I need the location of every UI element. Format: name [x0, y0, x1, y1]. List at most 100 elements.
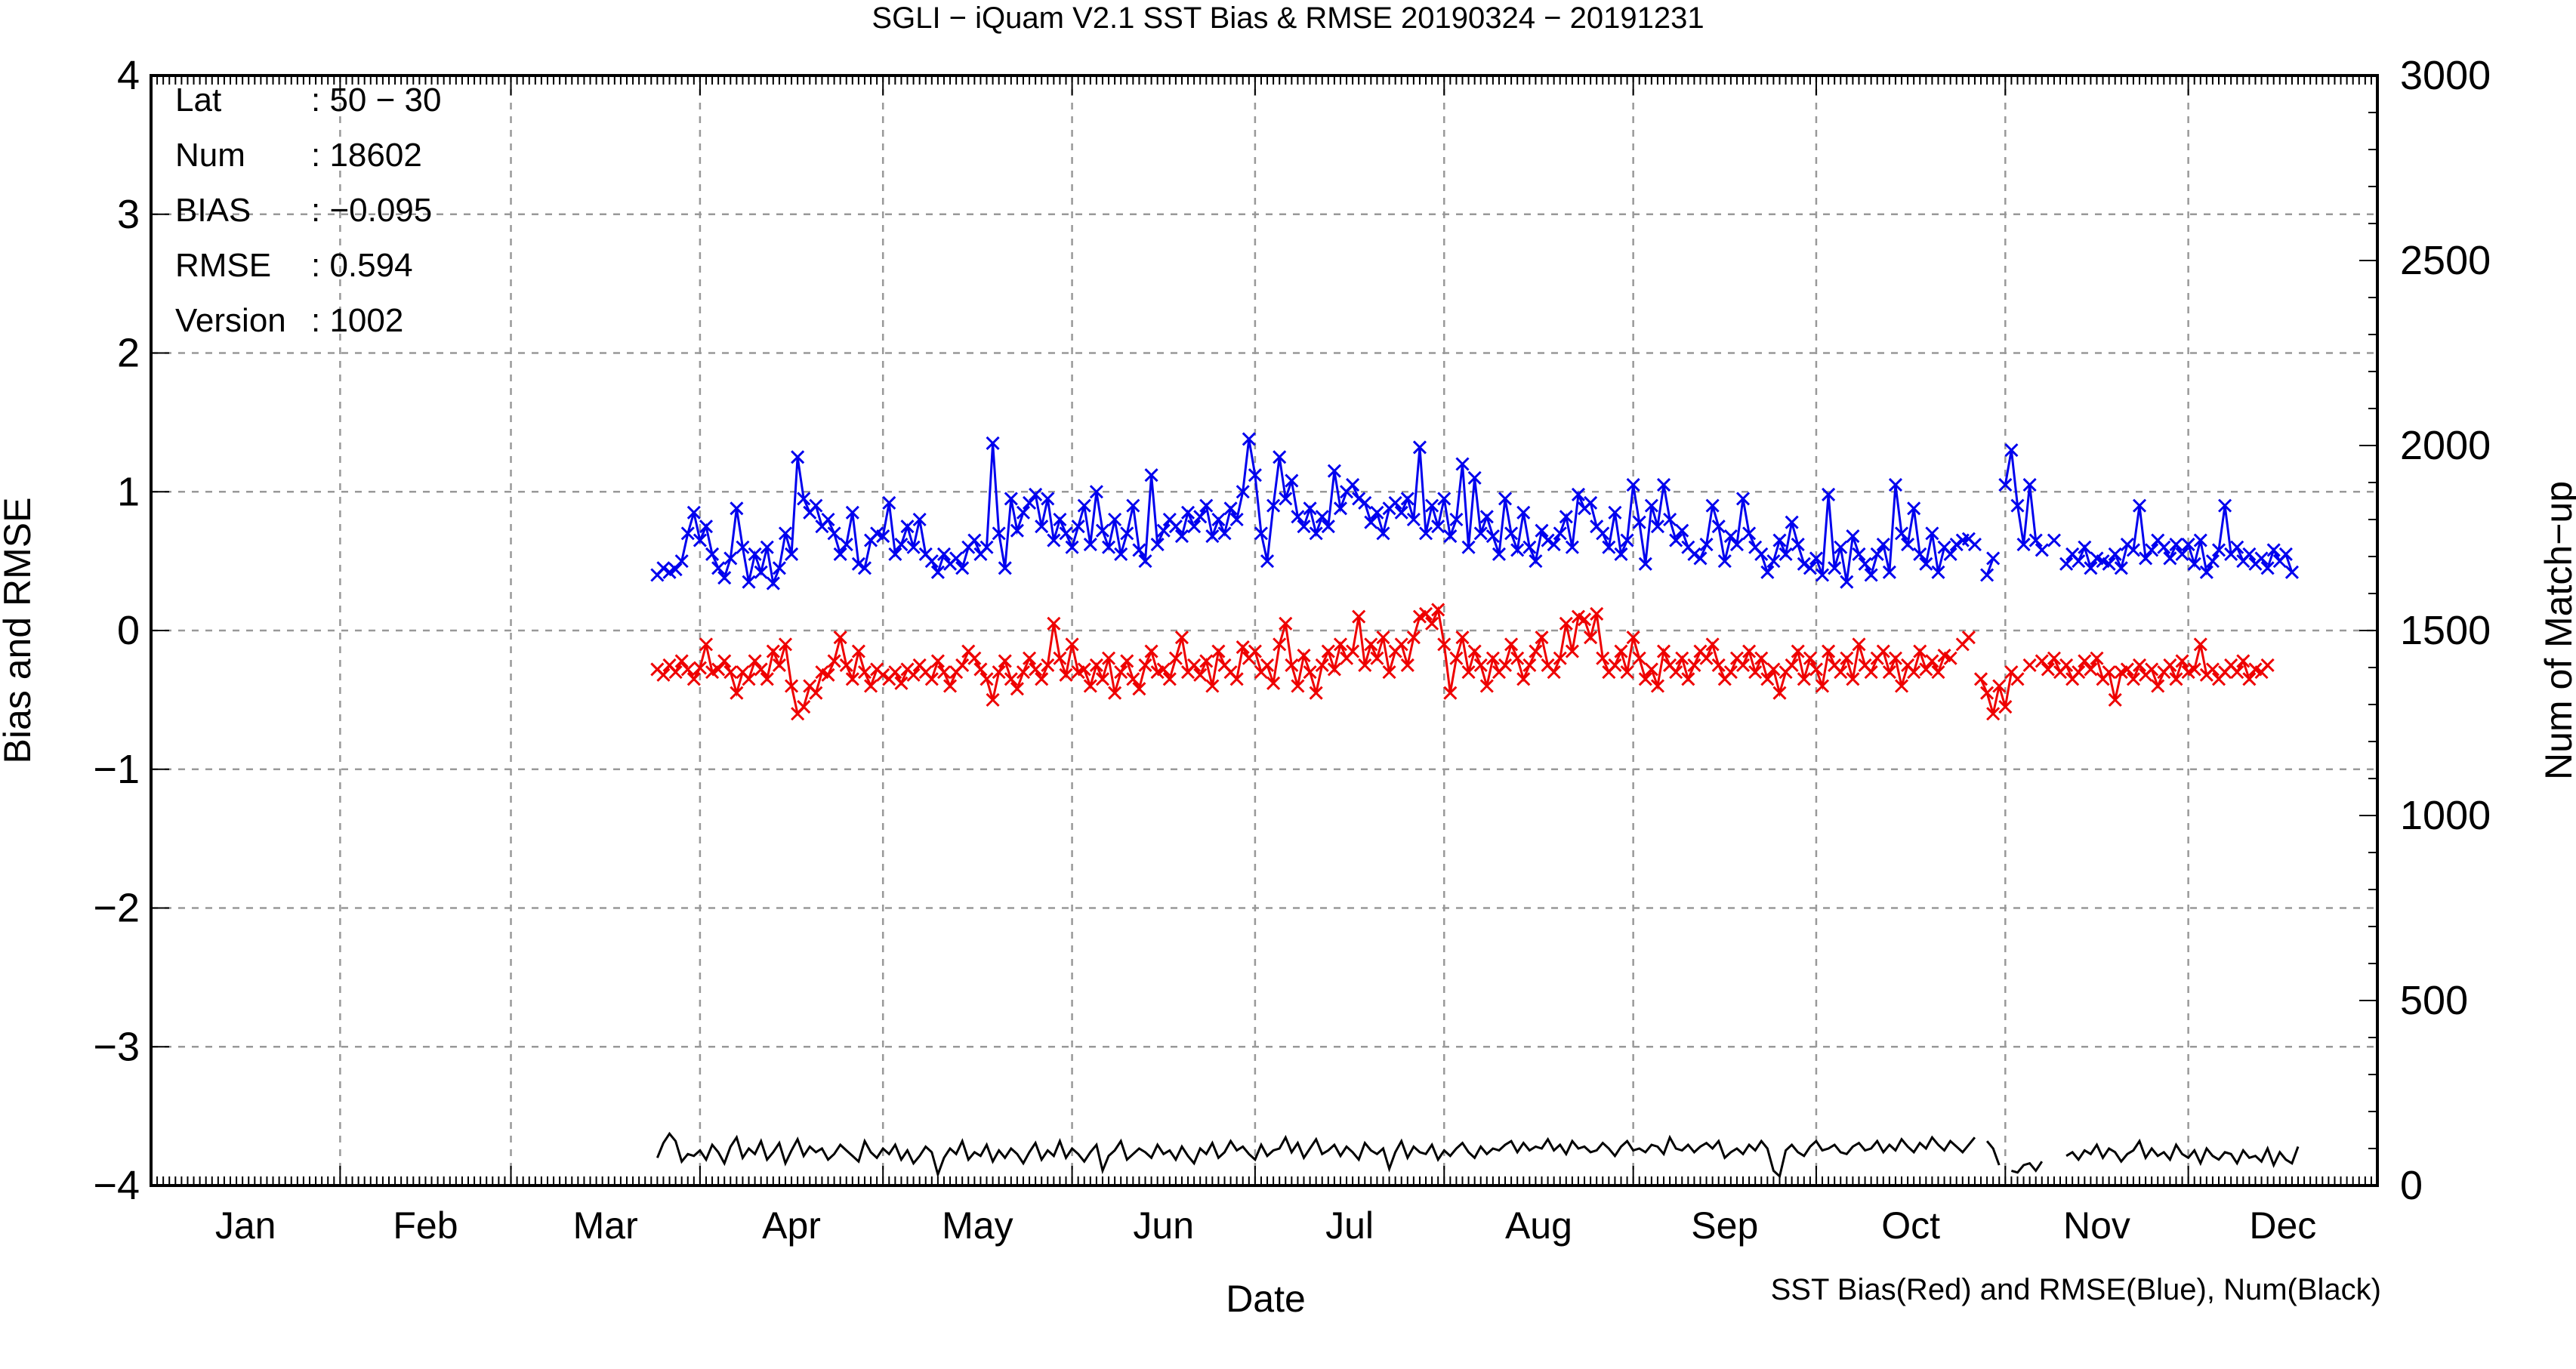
data-point — [760, 672, 774, 686]
series-line — [656, 1131, 2300, 1179]
data-point — [2284, 565, 2299, 579]
data-point — [1608, 505, 1622, 520]
data-point — [1663, 512, 1677, 527]
data-point — [992, 526, 1006, 541]
data-point — [1010, 682, 1024, 696]
x-tick-label: Feb — [393, 1204, 458, 1247]
data-point — [1382, 665, 1396, 680]
data-point — [1547, 665, 1561, 680]
data-point — [930, 654, 945, 668]
data-point — [1925, 654, 1939, 668]
y2-tick-label: 1500 — [2400, 608, 2491, 653]
data-point — [1809, 662, 1824, 677]
data-point — [2072, 554, 2086, 569]
data-point — [742, 575, 756, 589]
data-point — [1425, 498, 1439, 513]
data-point — [839, 658, 853, 672]
data-point — [686, 505, 701, 520]
data-point — [1400, 658, 1414, 672]
data-point — [1047, 533, 1061, 547]
data-point — [1822, 487, 1836, 501]
data-point — [1199, 654, 1214, 668]
data-point — [1346, 644, 1360, 658]
data-point — [2230, 665, 2244, 680]
data-point — [2010, 672, 2025, 686]
data-point — [1559, 616, 1573, 631]
data-point — [2187, 557, 2201, 571]
data-point — [717, 654, 732, 668]
data-point — [1297, 520, 1311, 534]
data-point — [1229, 512, 1244, 527]
data-point — [2254, 551, 2269, 566]
data-point — [778, 526, 793, 541]
data-point — [693, 533, 707, 547]
data-point — [1608, 658, 1622, 672]
data-point — [2230, 540, 2244, 554]
data-point — [699, 637, 714, 652]
data-point — [2175, 654, 2189, 668]
stats-key: RMSE — [175, 247, 272, 284]
data-point — [1785, 515, 1799, 529]
data-point — [1723, 665, 1738, 680]
data-point — [797, 492, 811, 506]
data-point — [827, 654, 841, 668]
data-point — [1584, 495, 1598, 510]
data-point — [1138, 658, 1152, 672]
data-point — [1779, 547, 1793, 561]
data-point — [2260, 658, 2275, 672]
data-point — [1949, 538, 1964, 552]
data-point — [1834, 540, 1848, 554]
data-point — [772, 658, 786, 672]
data-point — [1291, 510, 1305, 524]
data-point — [1980, 568, 1994, 582]
data-point — [760, 540, 774, 554]
data-point — [699, 520, 714, 534]
data-point — [1418, 526, 1433, 541]
data-point — [748, 654, 762, 668]
data-point — [1083, 679, 1097, 693]
chart-footer: SST Bias(Red) and RMSE(Blue), Num(Black) — [1770, 1273, 2381, 1306]
data-point — [1035, 672, 1049, 686]
data-point — [1632, 651, 1646, 665]
data-point — [827, 526, 841, 541]
data-point — [1729, 538, 1745, 552]
data-point — [2163, 658, 2177, 672]
data-point — [742, 672, 756, 686]
data-point — [2059, 557, 2074, 571]
data-point — [1815, 568, 1830, 582]
data-point — [1943, 547, 1957, 561]
data-point — [1029, 487, 1043, 501]
data-point — [1315, 658, 1329, 672]
data-point — [1425, 616, 1439, 631]
x-tick-label: Dec — [2249, 1204, 2316, 1247]
data-point — [1455, 631, 1470, 645]
data-point — [1101, 651, 1116, 665]
data-point — [1029, 662, 1043, 677]
data-point — [1273, 637, 1287, 652]
data-point — [2120, 662, 2134, 677]
data-point — [1162, 672, 1177, 686]
data-point — [2157, 540, 2171, 554]
data-point — [1834, 665, 1848, 680]
data-point — [1822, 644, 1836, 658]
data-point — [1352, 609, 1366, 624]
data-point — [1022, 495, 1037, 510]
data-point — [1443, 529, 1458, 544]
data-point — [1553, 651, 1567, 665]
data-point — [1071, 520, 1085, 534]
data-point — [1370, 651, 1384, 665]
data-point — [1735, 492, 1751, 506]
data-point — [809, 686, 823, 700]
data-point — [1973, 672, 1988, 686]
data-point — [1614, 547, 1628, 561]
x-tick-label: Nov — [2063, 1204, 2130, 1247]
data-point — [2022, 658, 2037, 672]
data-point — [711, 662, 726, 677]
data-point — [1236, 485, 1250, 499]
data-point — [1327, 662, 1341, 677]
chart-title: SGLI − iQuam V2.1 SST Bias & RMSE 201903… — [872, 2, 1704, 35]
data-point — [1754, 547, 1769, 561]
data-point — [863, 679, 878, 693]
data-point — [857, 665, 872, 680]
data-point — [686, 672, 701, 686]
